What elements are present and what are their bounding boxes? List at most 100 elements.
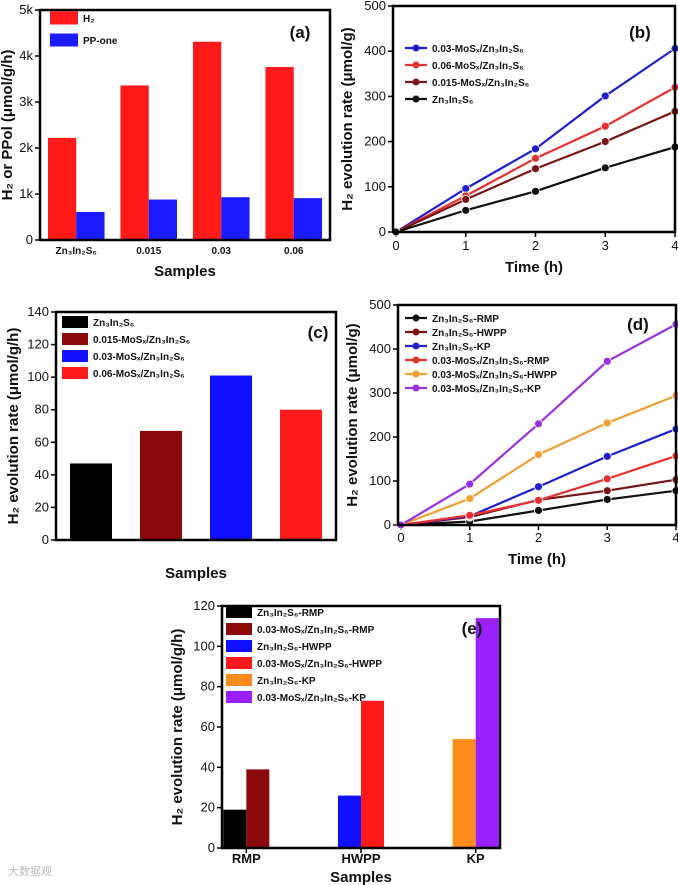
- series-line: [400, 394, 677, 527]
- legend-swatch: [226, 657, 252, 669]
- y-tick-label: 0: [384, 517, 391, 532]
- x-tick-label: 4: [672, 530, 678, 545]
- bar: [338, 795, 361, 848]
- y-tick-label: 40: [201, 759, 215, 774]
- panel-label: (e): [462, 619, 483, 638]
- x-tick-label: RMP: [232, 851, 261, 866]
- y-tick-label: 0: [42, 532, 49, 547]
- legend-label: 0.03-MoSₓ/Zn₃In₂S₆-KP: [432, 384, 541, 395]
- legend-label: Zn₃In₂S₆-KP: [257, 676, 316, 687]
- x-axis-label: Samples: [330, 869, 392, 885]
- y-tick-label: 300: [364, 88, 386, 103]
- data-point: [600, 91, 610, 101]
- panel-label: (d): [627, 315, 649, 334]
- plot-frame: [54, 310, 338, 542]
- legend-label: 0.03-MoSₓ/Zn₃In₂S₆: [93, 352, 185, 363]
- data-point: [602, 418, 612, 428]
- legend-label: 0.06-MoSₓ/Zn₃In₂S₆: [93, 369, 185, 380]
- watermark: 大数据观: [8, 864, 52, 878]
- data-point: [534, 482, 543, 492]
- data-point: [602, 356, 612, 366]
- legend-marker: [412, 370, 420, 378]
- legend-marker: [412, 44, 420, 52]
- x-axis-label: Samples: [165, 565, 227, 582]
- y-tick-label: 100: [193, 638, 215, 653]
- x-tick-label: 2: [535, 530, 542, 545]
- x-tick-label: 4: [671, 238, 678, 253]
- y-tick-label: 400: [369, 341, 391, 356]
- panel-a: 0 1k 2k 3k 4k 5k Zn₃In₂S₆ 0.015 0.03 0.06 H₂ PP-one…: [0, 2, 332, 280]
- bar: [475, 618, 499, 848]
- y-tick-label: 40: [35, 467, 49, 482]
- data-point: [600, 137, 610, 147]
- x-axis-label: Time (h): [508, 551, 566, 568]
- legend-marker: [412, 95, 420, 103]
- bar: [280, 409, 322, 540]
- bar: [210, 375, 252, 540]
- y-tick-label: 0: [26, 232, 33, 247]
- y-tick-label: 100: [27, 369, 49, 384]
- legend-marker: [412, 342, 420, 350]
- legend-label: Zn₃In₂S₆-RMP: [432, 314, 499, 325]
- x-axis-label: Time (h): [505, 259, 563, 276]
- legend-marker: [412, 384, 420, 392]
- legend-label: 0.015-MoSₓ/Zn₃In₂S₆: [432, 78, 529, 89]
- x-tick-label: Zn₃In₂S₆: [56, 246, 97, 257]
- legend-label: Zn₃In₂S₆: [432, 95, 473, 106]
- plot-frame: [396, 303, 678, 527]
- y-tick-label: 80: [35, 402, 49, 417]
- bar: [221, 197, 250, 240]
- data-point: [534, 506, 543, 515]
- legend-swatch: [62, 316, 88, 328]
- data-point: [534, 419, 543, 429]
- data-point: [534, 495, 543, 505]
- y-tick-label: 3k: [19, 94, 33, 109]
- x-tick-label: 3: [602, 238, 609, 253]
- plot-frame: [220, 604, 502, 850]
- panel-e: 0 20 40 60 80 100 120 RMP HWPP KP Zn₃In₂S₆-RMP 0.03…: [169, 598, 502, 885]
- legend-marker: [412, 356, 420, 364]
- bar: [361, 700, 384, 848]
- legend-swatch: [62, 333, 88, 345]
- legend-label: 0.06-MoSₓ/Zn₃In₂S₆: [432, 61, 524, 72]
- bar: [47, 137, 77, 240]
- x-tick-label: 0.015: [136, 246, 161, 257]
- data-point: [531, 144, 540, 154]
- bar: [223, 809, 247, 848]
- y-tick-label: 400: [364, 43, 386, 58]
- y-tick-label: 2k: [19, 140, 33, 155]
- y-tick-label: 500: [369, 297, 391, 312]
- bar: [140, 430, 182, 540]
- data-point: [600, 121, 610, 131]
- y-tick-label: 120: [193, 598, 215, 613]
- panel-b: 0 100 200 300 400 500 0 1 2 3 4 0.03-MoSₓ/Zn₃In₂S₆ 0…: [339, 0, 678, 276]
- plot-frame: [38, 8, 332, 242]
- y-tick-label: 100: [364, 179, 386, 194]
- legend-label: 0.015-MoSₓ/Zn₃In₂S₆: [93, 335, 190, 346]
- y-tick-label: 300: [369, 385, 391, 400]
- y-tick-label: 60: [201, 719, 215, 734]
- legend-swatch: [226, 674, 252, 686]
- y-axis-label: H₂ evolution rate (μmol/g/h): [5, 328, 22, 525]
- legend-marker: [412, 328, 420, 336]
- legend-swatch: [226, 623, 252, 635]
- legend-label: 0.03-MoSₓ/Zn₃In₂S₆: [432, 44, 524, 55]
- bar: [70, 463, 112, 540]
- y-tick-label: 500: [364, 0, 386, 13]
- data-point: [531, 153, 540, 163]
- data-point: [461, 184, 471, 194]
- y-tick-label: 5k: [19, 2, 33, 17]
- y-tick-label: 4k: [19, 48, 33, 63]
- y-tick-label: 60: [35, 434, 49, 449]
- legend-label: 0.03-MoSₓ/Zn₃In₂S₆-RMP: [432, 356, 550, 367]
- bar: [452, 739, 476, 848]
- legend-marker: [412, 61, 420, 69]
- data-point: [534, 450, 543, 460]
- y-tick-label: 1k: [19, 186, 33, 201]
- legend-swatch: [226, 640, 252, 652]
- y-axis-label: H₂ evolution rate (μmol/g): [339, 27, 356, 210]
- legend-label: 0.03-MoSₓ/Zn₃In₂S₆-KP: [257, 693, 366, 704]
- data-point: [602, 495, 612, 504]
- y-tick-label: 80: [201, 679, 215, 694]
- bar: [265, 67, 294, 240]
